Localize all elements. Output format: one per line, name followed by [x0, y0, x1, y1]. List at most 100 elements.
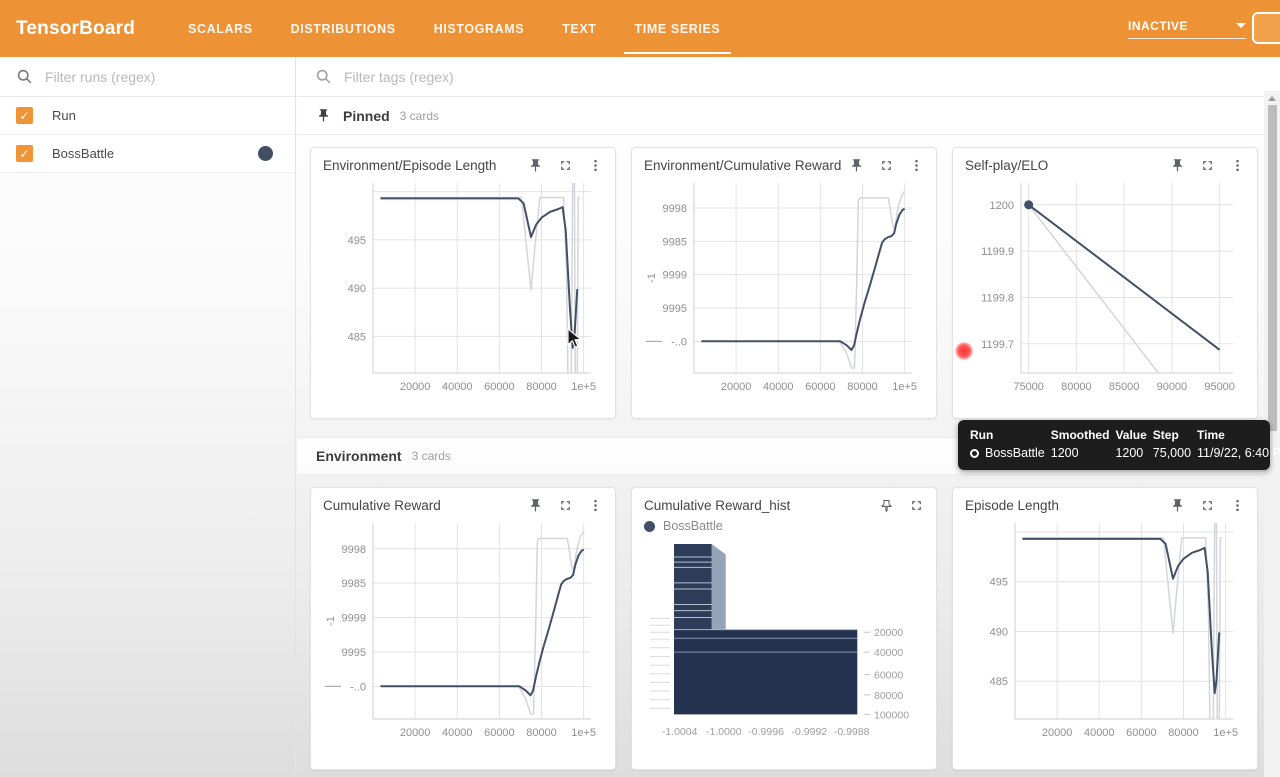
svg-text:20000: 20000 — [874, 627, 903, 639]
tab-time-series[interactable]: TIME SERIES — [616, 0, 740, 57]
kebab-menu-icon[interactable] — [588, 158, 603, 173]
scroll-up-icon[interactable] — [1268, 96, 1276, 101]
svg-text:40000: 40000 — [442, 381, 473, 393]
kebab-menu-icon[interactable] — [909, 158, 924, 173]
svg-text:-0.9988: -0.9988 — [834, 726, 870, 738]
fullscreen-icon[interactable] — [1200, 498, 1215, 513]
svg-text:1199.9: 1199.9 — [981, 246, 1014, 258]
scrollbar-thumb[interactable] — [1267, 105, 1277, 431]
svg-text:80000: 80000 — [526, 727, 557, 739]
svg-text:1e+5: 1e+5 — [892, 381, 917, 393]
tab-histograms[interactable]: HISTOGRAMS — [433, 21, 525, 36]
run-row-run[interactable]: ✓ Run — [0, 97, 295, 135]
svg-text:9999: 9999 — [663, 270, 687, 282]
card-episode-length-pinned: Environment/Episode Length 20000 40000 600… — [310, 147, 616, 419]
svg-text:80000: 80000 — [1061, 381, 1092, 393]
section-title: Environment — [316, 448, 402, 464]
run-checkbox[interactable]: ✓ — [16, 107, 33, 124]
svg-text:80000: 80000 — [874, 690, 903, 702]
elo-chart[interactable]: 75000 80000 85000 90000 95000 1199.7 1199.8 119… — [965, 177, 1245, 399]
run-row-bossbattle[interactable]: ✓ BossBattle — [0, 135, 295, 173]
card-title: Cumulative Reward — [323, 498, 441, 513]
svg-text:-..0: -..0 — [350, 681, 366, 693]
kebab-menu-icon[interactable] — [588, 498, 603, 513]
svg-text:1e+5: 1e+5 — [571, 727, 596, 739]
tooltip-row: BossBattle 1200 1200 75,000 11/9/22, 6:4… — [970, 445, 1280, 461]
runs-sidebar: ✓ Run ✓ BossBattle — [0, 57, 296, 777]
fullscreen-icon[interactable] — [909, 498, 924, 513]
legend-color-dot — [644, 520, 655, 532]
status-label: INACTIVE — [1128, 18, 1189, 33]
svg-text:9985: 9985 — [663, 236, 687, 248]
svg-text:485: 485 — [348, 331, 366, 343]
tab-scalars[interactable]: SCALARS — [188, 21, 253, 36]
svg-text:490: 490 — [348, 283, 366, 295]
fullscreen-icon[interactable] — [558, 158, 573, 173]
cumulative-reward-histogram[interactable]: -1.0004 -1.0000 -0.9996 -0.9992 -0.9988 20000… — [644, 541, 924, 743]
tab-distributions[interactable]: DISTRIBUTIONS — [290, 21, 396, 36]
svg-text:60000: 60000 — [805, 381, 836, 393]
svg-text:9999: 9999 — [342, 613, 366, 625]
svg-text:9998: 9998 — [663, 203, 687, 215]
pin-icon[interactable] — [528, 498, 543, 513]
svg-text:9995: 9995 — [663, 303, 687, 315]
cumulative-reward-chart[interactable]: 20000 40000 60000 80000 1e+5 9998 9985 9999 9995… — [644, 177, 924, 399]
card-cumulative-reward-hist: Cumulative Reward_hist BossBattle -1.000… — [631, 487, 937, 770]
svg-text:-0.9996: -0.9996 — [748, 726, 784, 738]
pin-icon[interactable] — [1170, 498, 1185, 513]
search-icon — [316, 69, 331, 84]
run-ring-icon — [970, 448, 979, 458]
svg-text:40000: 40000 — [442, 727, 473, 739]
card-title: Environment/Episode Length — [323, 158, 497, 173]
runs-filter-row — [0, 57, 295, 97]
environment-cards-row: Cumulative Reward 20000 40000 60000 80000 1e… — [297, 475, 1280, 777]
svg-text:85000: 85000 — [1109, 381, 1140, 393]
svg-text:-0.9992: -0.9992 — [792, 726, 828, 738]
pin-icon[interactable] — [1170, 158, 1185, 173]
legend: BossBattle — [644, 515, 924, 537]
tags-filter-row — [297, 57, 1280, 97]
pin-icon[interactable] — [849, 158, 864, 173]
tags-filter-input[interactable] — [344, 68, 544, 85]
kebab-menu-icon[interactable] — [1230, 158, 1245, 173]
bossbattle-checkbox[interactable]: ✓ — [16, 145, 33, 162]
reload-status-dropdown[interactable]: INACTIVE — [1128, 19, 1246, 39]
kebab-menu-icon[interactable] — [1230, 498, 1245, 513]
svg-text:-1.0004: -1.0004 — [662, 726, 698, 738]
run-color-dot[interactable] — [258, 146, 273, 161]
svg-text:60000: 60000 — [1126, 727, 1157, 739]
pinned-section-header: Pinned 3 cards — [297, 97, 1280, 135]
svg-text:-1: -1 — [325, 616, 337, 626]
nav-tabs: SCALARS DISTRIBUTIONS HISTOGRAMS TEXT TI… — [169, 0, 739, 57]
svg-text:20000: 20000 — [721, 381, 752, 393]
svg-text:1e+5: 1e+5 — [571, 381, 596, 393]
chevron-down-icon — [1236, 23, 1246, 28]
fullscreen-icon[interactable] — [1200, 158, 1215, 173]
tooltip-header: Step — [1152, 428, 1179, 442]
settings-button-partial[interactable] — [1252, 12, 1280, 44]
tab-text[interactable]: TEXT — [562, 21, 597, 36]
fullscreen-icon[interactable] — [879, 158, 894, 173]
runs-filter-input[interactable] — [45, 68, 245, 85]
pin-outline-icon[interactable] — [879, 498, 894, 513]
vertical-scrollbar[interactable] — [1264, 91, 1280, 777]
svg-text:20000: 20000 — [400, 381, 431, 393]
cumulative-reward-chart[interactable]: 20000 40000 60000 80000 1e+5 9998 9985 9999 9995… — [323, 517, 603, 745]
tooltip-header: Smoothed — [1050, 428, 1110, 442]
header-right: INACTIVE — [1128, 19, 1280, 39]
app-header: TensorBoard SCALARS DISTRIBUTIONS HISTOG… — [0, 0, 1280, 57]
episode-length-chart[interactable]: 20000 40000 60000 80000 1e+5 485 490 495 — [965, 517, 1245, 745]
click-indicator-dot — [955, 342, 973, 360]
mouse-cursor — [567, 328, 583, 348]
svg-text:485: 485 — [990, 676, 1008, 688]
tooltip-header: Time — [1197, 428, 1225, 442]
svg-text:1199.7: 1199.7 — [981, 339, 1014, 351]
svg-text:80000: 80000 — [1168, 727, 1199, 739]
pin-icon[interactable] — [528, 158, 543, 173]
svg-text:495: 495 — [348, 235, 366, 247]
episode-length-chart[interactable]: 20000 40000 60000 80000 1e+5 485 490 495 — [323, 177, 603, 399]
fullscreen-icon[interactable] — [558, 498, 573, 513]
svg-text:9985: 9985 — [342, 578, 366, 590]
card-cumulative-reward-pinned: Environment/Cumulative Reward 20000 40000… — [631, 147, 937, 419]
